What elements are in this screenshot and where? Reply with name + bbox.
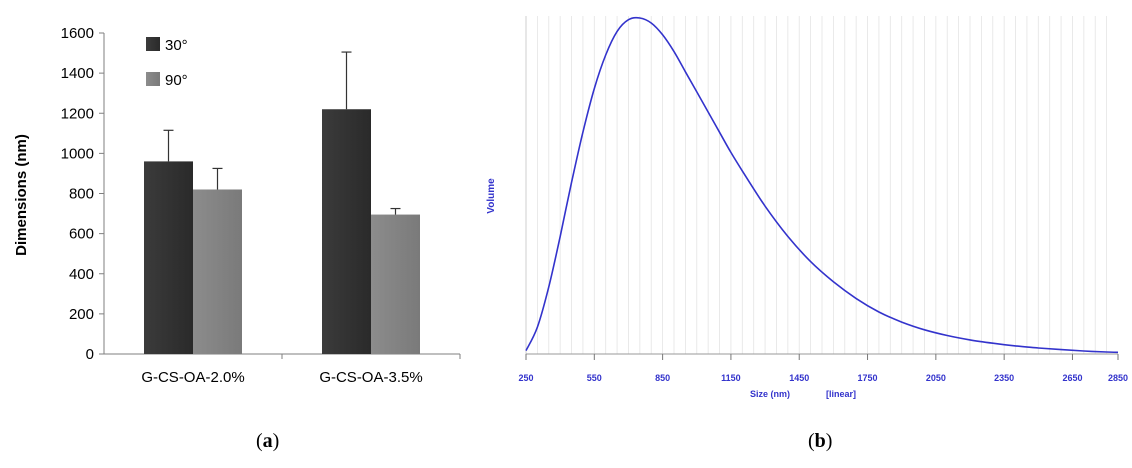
line-chart-panel: 250 550 850 1150 1450 1750 2050 2350 2650 2850 Vo… xyxy=(486,16,1128,399)
y-tick-label: 1600 xyxy=(61,25,94,42)
x-tick-label: G-CS-OA-3.5% xyxy=(319,369,422,386)
x-tick-label: G-CS-OA-2.0% xyxy=(141,369,244,386)
line-chart-axes: 250 550 850 1150 1450 1750 2050 2350 2650 2850 xyxy=(518,16,1128,383)
panel-label-b: (b) xyxy=(808,430,833,452)
line-chart-grid xyxy=(536,16,1108,354)
legend-swatch xyxy=(146,37,160,51)
bar xyxy=(371,214,420,354)
y-tick-label: 600 xyxy=(69,226,94,243)
x-tick-label: 1450 xyxy=(789,373,809,383)
y-tick-label: 400 xyxy=(69,266,94,283)
x-tick-label: 2650 xyxy=(1062,373,1082,383)
y-tick-label: 1000 xyxy=(61,145,94,162)
y-tick-label: 1400 xyxy=(61,65,94,82)
x-tick-label: 550 xyxy=(587,373,602,383)
bar-chart-bars xyxy=(144,51,420,354)
x-scale-note: [linear] xyxy=(826,389,856,399)
bar xyxy=(193,189,242,354)
x-tick-label: 250 xyxy=(518,373,533,383)
x-tick-label: 2350 xyxy=(994,373,1014,383)
y-axis-label: Dimensions (nm) xyxy=(13,134,30,256)
legend-label: 30° xyxy=(165,37,188,54)
x-tick-label: 850 xyxy=(655,373,670,383)
bar xyxy=(144,161,193,354)
legend-label: 90° xyxy=(165,72,188,89)
bar-chart-axes: 0 200 400 600 800 1000 1200 1400 1600 G-CS-OA-2.0… xyxy=(61,25,461,386)
y-tick-label: 800 xyxy=(69,186,94,203)
bar-chart-panel: Dimensions (nm) 0 200 400 600 800 1000 1200 140… xyxy=(13,25,461,386)
x-axis-label: Size (nm) xyxy=(750,389,790,399)
x-tick-label: 1150 xyxy=(721,373,741,383)
x-tick-label: 2850 xyxy=(1108,373,1128,383)
x-tick-label: 2050 xyxy=(926,373,946,383)
y-tick-label: 1200 xyxy=(61,105,94,122)
legend-swatch xyxy=(146,72,160,86)
panel-label-a: (a) xyxy=(256,430,280,452)
y-tick-label: 200 xyxy=(69,306,94,323)
x-tick-label: 1750 xyxy=(858,373,878,383)
y-axis-label: Volume xyxy=(486,178,497,214)
distribution-curve xyxy=(525,16,1119,354)
bar xyxy=(322,109,371,354)
y-tick-label: 0 xyxy=(86,346,94,363)
legend: 30° 90° xyxy=(146,37,188,89)
